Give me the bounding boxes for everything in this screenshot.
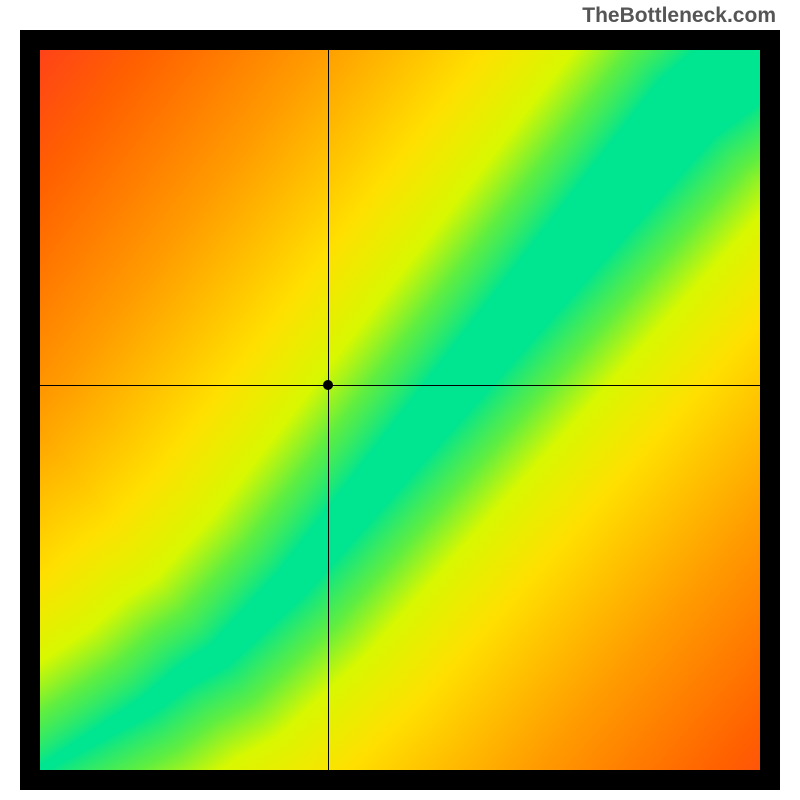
data-point-marker bbox=[323, 380, 333, 390]
plot-frame bbox=[20, 30, 780, 790]
plot-area bbox=[40, 50, 760, 770]
chart-container: TheBottleneck.com bbox=[0, 0, 800, 800]
crosshair-horizontal bbox=[40, 385, 760, 386]
crosshair-vertical bbox=[328, 50, 329, 770]
heatmap-canvas bbox=[40, 50, 760, 770]
watermark-text: TheBottleneck.com bbox=[582, 4, 776, 28]
